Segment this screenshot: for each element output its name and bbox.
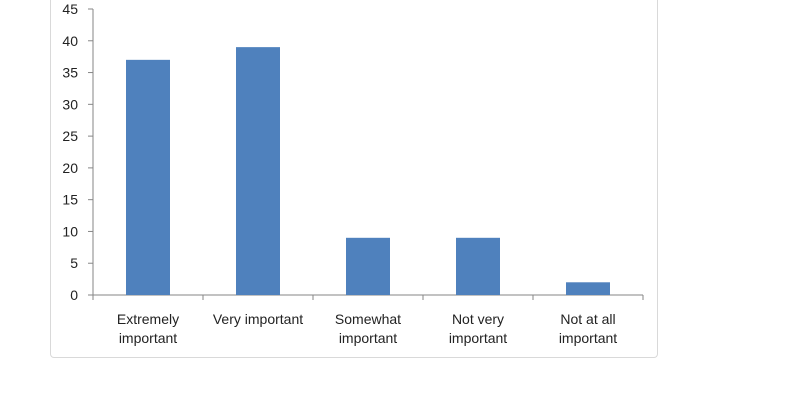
x-category-label: Not very important <box>449 311 507 346</box>
bar <box>126 59 170 295</box>
y-tick-label: 0 <box>70 287 78 303</box>
category-labels: Extremely important Very important Somewhat… <box>117 311 617 346</box>
bar <box>236 47 280 296</box>
y-tick-label: 20 <box>62 160 78 176</box>
x-category-label-line: Not at all <box>560 311 615 327</box>
y-tick-label: 35 <box>62 65 78 81</box>
x-category-label-line: Somewhat <box>335 311 401 327</box>
x-category-label-line: important <box>119 330 177 346</box>
y-tick-label: 15 <box>62 192 78 208</box>
x-axis <box>92 294 644 300</box>
bar <box>456 237 500 295</box>
x-category-label-line: important <box>449 330 507 346</box>
x-category-label-line: Extremely <box>117 311 179 327</box>
x-category-label: Extremely important <box>117 311 179 346</box>
x-category-label: Not at all important <box>559 311 617 346</box>
y-axis: 0 5 10 15 20 25 30 35 40 45 <box>62 1 94 303</box>
y-tick-label: 10 <box>62 223 78 239</box>
bar <box>346 237 390 295</box>
x-category-label-line: important <box>559 330 617 346</box>
x-category-label-line: important <box>339 330 397 346</box>
y-tick-label: 5 <box>70 255 78 271</box>
bars <box>126 47 610 296</box>
y-tick-label: 45 <box>62 1 78 17</box>
x-category-label-line: Very important <box>213 311 303 327</box>
y-tick-label: 25 <box>62 128 78 144</box>
x-category-label: Very important <box>213 311 303 327</box>
x-category-label: Somewhat important <box>335 311 401 346</box>
x-category-label-line: Not very <box>452 311 504 327</box>
y-tick-label: 30 <box>62 96 78 112</box>
y-tick-label: 40 <box>62 33 78 49</box>
bar <box>566 282 610 295</box>
